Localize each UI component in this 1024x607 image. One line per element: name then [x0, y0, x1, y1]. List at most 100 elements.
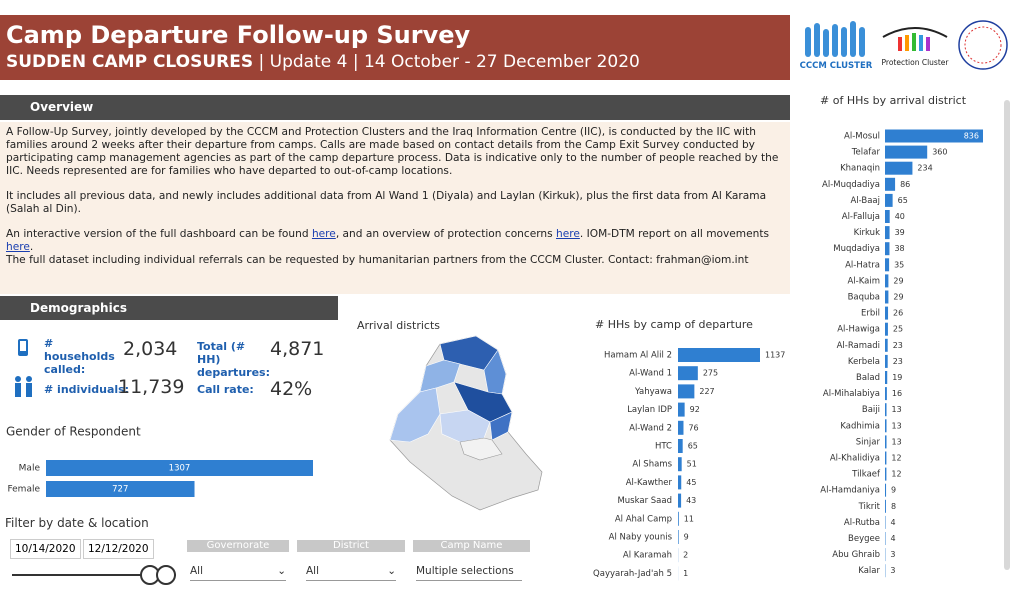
- dropdown[interactable]: All ⌄: [190, 562, 286, 581]
- category-label: Al-Hamdaniya: [820, 486, 880, 496]
- district-chart: # of HHs by arrival district Al-Mosul 836 T…: [820, 94, 983, 578]
- bar: [885, 226, 890, 240]
- value-label: 23: [893, 357, 903, 366]
- protection-figures: [898, 33, 930, 51]
- category-label: Yahyawa: [634, 387, 672, 397]
- value-label: 2: [683, 551, 688, 560]
- value-label: 13: [892, 437, 902, 446]
- category-label: Erbil: [861, 309, 880, 319]
- category-label: Al-Rutba: [844, 518, 880, 528]
- category-label: Al-Kawther: [626, 478, 673, 488]
- value-label: 45: [686, 478, 696, 487]
- category-label: Al-Kaim: [847, 276, 880, 286]
- category-label: Al-Khalidiya: [830, 454, 880, 464]
- demographics-heading: Demographics: [0, 296, 338, 320]
- dropdown[interactable]: Multiple selections: [416, 562, 522, 581]
- bar: [885, 161, 913, 175]
- category-label: Laylan IDP: [627, 405, 672, 415]
- filter-heading: Filter by date & location: [5, 516, 149, 530]
- value-label: 26: [893, 309, 903, 318]
- iic-logo: [958, 20, 1008, 70]
- paragraph: It includes all previous data, and newly…: [6, 190, 767, 215]
- bar: [885, 145, 928, 159]
- dropdown[interactable]: All ⌄: [306, 562, 396, 581]
- category-label: Kerbela: [848, 357, 880, 367]
- value-label: 19: [892, 373, 902, 382]
- kpi-label: Call rate:: [197, 383, 254, 396]
- bar: [678, 493, 682, 508]
- chart-title: # of HHs by arrival district: [820, 94, 967, 107]
- bar: [678, 402, 685, 417]
- value-label: 4: [890, 518, 895, 527]
- bar: [678, 457, 682, 472]
- value-label: 16: [892, 389, 902, 398]
- category-label: Al-Baaj: [850, 196, 880, 206]
- kpi-value: 42%: [270, 378, 313, 400]
- kpi-label: # households called:: [44, 337, 115, 376]
- bar: [885, 354, 888, 368]
- bar: [885, 387, 887, 401]
- bar: [885, 467, 887, 481]
- value-label: 35: [894, 260, 904, 269]
- value-label: 836: [964, 132, 979, 141]
- value-label: 1307: [169, 464, 191, 474]
- bar: [885, 435, 887, 449]
- paragraph: The full dataset including individual re…: [6, 254, 749, 266]
- logos: CCCM CLUSTER Protection Cluster: [800, 20, 1008, 71]
- date-slider[interactable]: [10, 564, 182, 586]
- paragraph: A Follow-Up Survey, jointly developed by…: [6, 126, 779, 177]
- value-label: 40: [895, 212, 905, 221]
- kpi-icons: [15, 339, 32, 397]
- category-label: Male: [19, 464, 41, 474]
- bar: [46, 481, 195, 497]
- text: .: [29, 241, 34, 253]
- category-label: Sinjar: [856, 437, 881, 447]
- category-label: Khanaqin: [840, 164, 880, 174]
- overview-heading: Overview: [0, 95, 790, 120]
- category-label: Kirkuk: [854, 228, 880, 238]
- category-label: Al-Mihalabiya: [823, 389, 880, 399]
- category-label: Qayyarah-Jad'ah 5: [593, 569, 672, 579]
- link[interactable]: here: [311, 228, 336, 240]
- bar: [678, 475, 682, 490]
- value-label: 43: [686, 496, 696, 505]
- date-input[interactable]: 12/12/2020: [83, 539, 154, 559]
- bar: [885, 210, 890, 223]
- category-label: Al-Mosul: [844, 132, 880, 142]
- value-label: 29: [893, 293, 903, 302]
- kpi-label: # individuals:: [44, 383, 130, 396]
- kpi-value: 4,871: [270, 338, 325, 360]
- bar: [885, 419, 887, 433]
- bar: [678, 366, 698, 381]
- bar: [885, 306, 889, 320]
- protection-logo-text: Protection Cluster: [882, 58, 950, 67]
- category-label: Muskar Saad: [617, 496, 672, 506]
- scrollbar[interactable]: [1004, 100, 1010, 570]
- value-label: 727: [112, 485, 128, 495]
- value-label: 92: [690, 405, 700, 414]
- bar: [885, 322, 888, 336]
- subtitle: SUDDEN CAMP CLOSURES | Update 4 | 14 Oct…: [6, 52, 640, 72]
- category-label: Al-Falluja: [842, 212, 880, 222]
- value-label: 65: [898, 196, 908, 205]
- map: [389, 335, 543, 511]
- value-label: 12: [891, 470, 901, 479]
- link[interactable]: here: [6, 241, 30, 253]
- bar: [885, 290, 889, 304]
- chart-title: # HHs by camp of departure: [595, 318, 753, 331]
- link[interactable]: here: [556, 228, 580, 240]
- value-label: 360: [932, 148, 947, 157]
- value-label: 39: [895, 228, 905, 237]
- dropdown-label: Camp Name: [413, 540, 530, 552]
- bar: [678, 420, 684, 435]
- dropdown-label: Governorate: [187, 540, 289, 552]
- bar: [885, 499, 886, 513]
- category-label: HTC: [655, 442, 672, 452]
- date-input[interactable]: 10/14/2020: [10, 539, 81, 559]
- value-label: 25: [893, 325, 903, 334]
- category-label: Telafar: [851, 148, 881, 158]
- value-label: 51: [687, 460, 697, 469]
- category-label: Al-Hawiga: [837, 325, 880, 335]
- bar: [885, 193, 893, 207]
